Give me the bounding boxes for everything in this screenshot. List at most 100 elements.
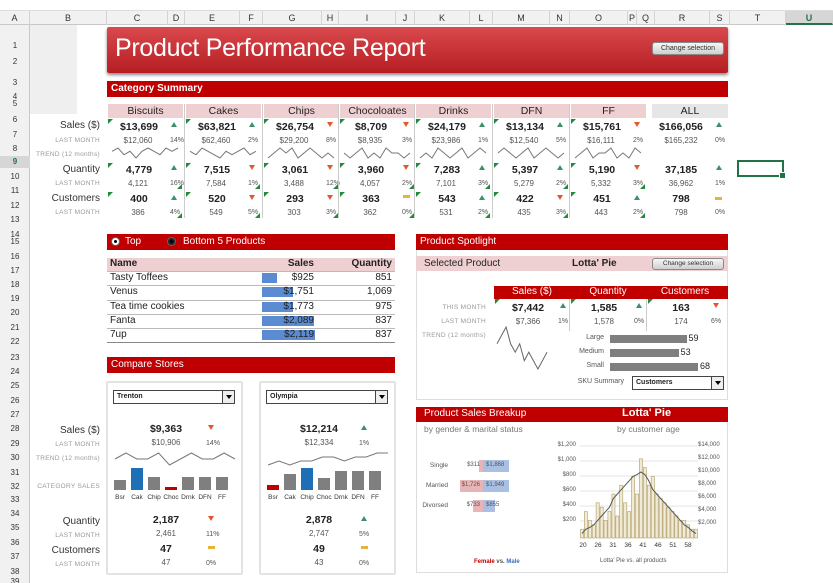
sales-databar	[262, 330, 315, 341]
column-header-j[interactable]: J	[396, 11, 415, 25]
top-radio[interactable]	[111, 237, 120, 246]
row-header-14[interactable]: 14	[10, 230, 20, 239]
row-header-11[interactable]: 11	[10, 186, 20, 195]
column-header-l[interactable]: L	[470, 11, 493, 25]
spotlight-col-header: Quantity	[589, 286, 627, 297]
change-selection-button[interactable]: Change selection	[652, 42, 724, 55]
column-header-q[interactable]: Q	[637, 11, 655, 25]
row-header-27[interactable]: 27	[10, 410, 20, 419]
row-header-6[interactable]: 6	[12, 115, 18, 124]
store-sales-last-month: $10,906	[151, 438, 181, 447]
row-header-38[interactable]: 38	[10, 567, 20, 576]
category-bar	[131, 468, 143, 490]
row-header-36[interactable]: 36	[10, 538, 20, 547]
row-header-32[interactable]: 32	[10, 482, 20, 491]
row-header-22[interactable]: 22	[10, 337, 20, 346]
sales-last-month: $62,460	[201, 136, 231, 145]
row-header-37[interactable]: 37	[10, 552, 20, 561]
chevron-down-icon[interactable]	[222, 391, 234, 403]
column-header-e[interactable]: E	[185, 11, 240, 25]
row-header-34[interactable]: 34	[10, 509, 20, 518]
row-header-35[interactable]: 35	[10, 523, 20, 532]
column-header-g[interactable]: G	[263, 11, 322, 25]
row-divider	[107, 271, 395, 272]
column-header-a[interactable]: A	[0, 11, 30, 25]
male-bar	[483, 460, 509, 472]
active-cell-selection[interactable]	[737, 160, 786, 179]
row-header-31[interactable]: 31	[10, 468, 20, 477]
customers-last-month: 386	[131, 208, 145, 217]
column-header-k[interactable]: K	[415, 11, 470, 25]
row-header-19[interactable]: 19	[10, 294, 20, 303]
row-header-3[interactable]: 3	[12, 78, 18, 87]
row-header-2[interactable]: 2	[12, 57, 18, 66]
quantity-value: 7,283	[433, 164, 461, 176]
selected-product-label: Selected Product	[424, 258, 501, 269]
row-header-8[interactable]: 8	[12, 144, 18, 153]
row-header-20[interactable]: 20	[10, 308, 20, 317]
column-header-s[interactable]: S	[710, 11, 730, 25]
category-bar	[335, 471, 347, 490]
column-header-p[interactable]: P	[628, 11, 637, 25]
row-header-25[interactable]: 25	[10, 381, 20, 390]
quantity-row-label: Quantity	[62, 164, 100, 175]
store-select[interactable]: Trenton	[113, 390, 235, 404]
column-header-t[interactable]: T	[730, 11, 786, 25]
row-header-1[interactable]: 1	[12, 41, 18, 50]
last-month-label: LAST MONTH	[55, 209, 100, 216]
row-header-9[interactable]: 9	[0, 156, 30, 168]
row-header-12[interactable]: 12	[10, 201, 20, 210]
breakup-row-label: Divorsed	[422, 502, 448, 509]
row-header-21[interactable]: 21	[10, 323, 20, 332]
trend-sparkline	[267, 147, 335, 159]
chevron-down-icon[interactable]	[375, 391, 387, 403]
column-header-n[interactable]: N	[550, 11, 570, 25]
row-header-30[interactable]: 30	[10, 453, 20, 462]
row-header-16[interactable]: 16	[10, 252, 20, 261]
store-select-value: Olympia	[270, 393, 298, 400]
row-header-4[interactable]: 4	[12, 92, 18, 101]
row-header-7[interactable]: 7	[12, 130, 18, 139]
age-bar	[615, 515, 620, 539]
column-header-h[interactable]: H	[322, 11, 339, 25]
row-header-15[interactable]: 15	[10, 237, 20, 246]
column-header-b[interactable]: B	[30, 11, 107, 25]
store-select[interactable]: Olympia	[266, 390, 388, 404]
column-header-i[interactable]: I	[339, 11, 396, 25]
customers-trend-icon	[634, 195, 640, 200]
row-header-33[interactable]: 33	[10, 495, 20, 504]
product-sales: $2,089	[283, 314, 314, 326]
column-header-o[interactable]: O	[570, 11, 628, 25]
column-header-d[interactable]: D	[168, 11, 185, 25]
row-header-18[interactable]: 18	[10, 280, 20, 289]
sales-label: Sales ($)	[59, 425, 100, 436]
customers-flag	[340, 192, 345, 197]
quantity-value: 5,397	[511, 164, 539, 176]
row-header-17[interactable]: 17	[10, 266, 20, 275]
quantity-flag-right	[177, 184, 182, 189]
row-header-26[interactable]: 26	[10, 396, 20, 405]
row-header-13[interactable]: 13	[10, 215, 20, 224]
row-header-23[interactable]: 23	[10, 353, 20, 362]
column-header-u[interactable]: U	[786, 11, 833, 25]
customers-last-month: 435	[517, 208, 531, 217]
sku-summary-label: SKU Summary	[577, 378, 624, 385]
column-header-m[interactable]: M	[493, 11, 550, 25]
column-header-c[interactable]: C	[107, 11, 168, 25]
spotlight-change-selection-button[interactable]: Change selection	[652, 258, 724, 270]
row-header-10[interactable]: 10	[10, 172, 20, 181]
column-header-f[interactable]: F	[240, 11, 263, 25]
row-header-28[interactable]: 28	[10, 424, 20, 433]
bottom-radio[interactable]	[167, 237, 176, 246]
all-quantity-value: 37,185	[664, 164, 698, 176]
row-header-5[interactable]: 5	[12, 99, 18, 108]
column-header-r[interactable]: R	[655, 11, 710, 25]
x-axis-tick: 31	[609, 542, 617, 549]
sku-select[interactable]: Customers	[632, 376, 724, 390]
row-header-39[interactable]: 39	[10, 577, 20, 583]
row-header-24[interactable]: 24	[10, 367, 20, 376]
spotlight-this-month: 163	[672, 302, 690, 314]
sparkline	[419, 147, 487, 159]
row-header-29[interactable]: 29	[10, 439, 20, 448]
chevron-down-icon[interactable]	[711, 377, 723, 389]
